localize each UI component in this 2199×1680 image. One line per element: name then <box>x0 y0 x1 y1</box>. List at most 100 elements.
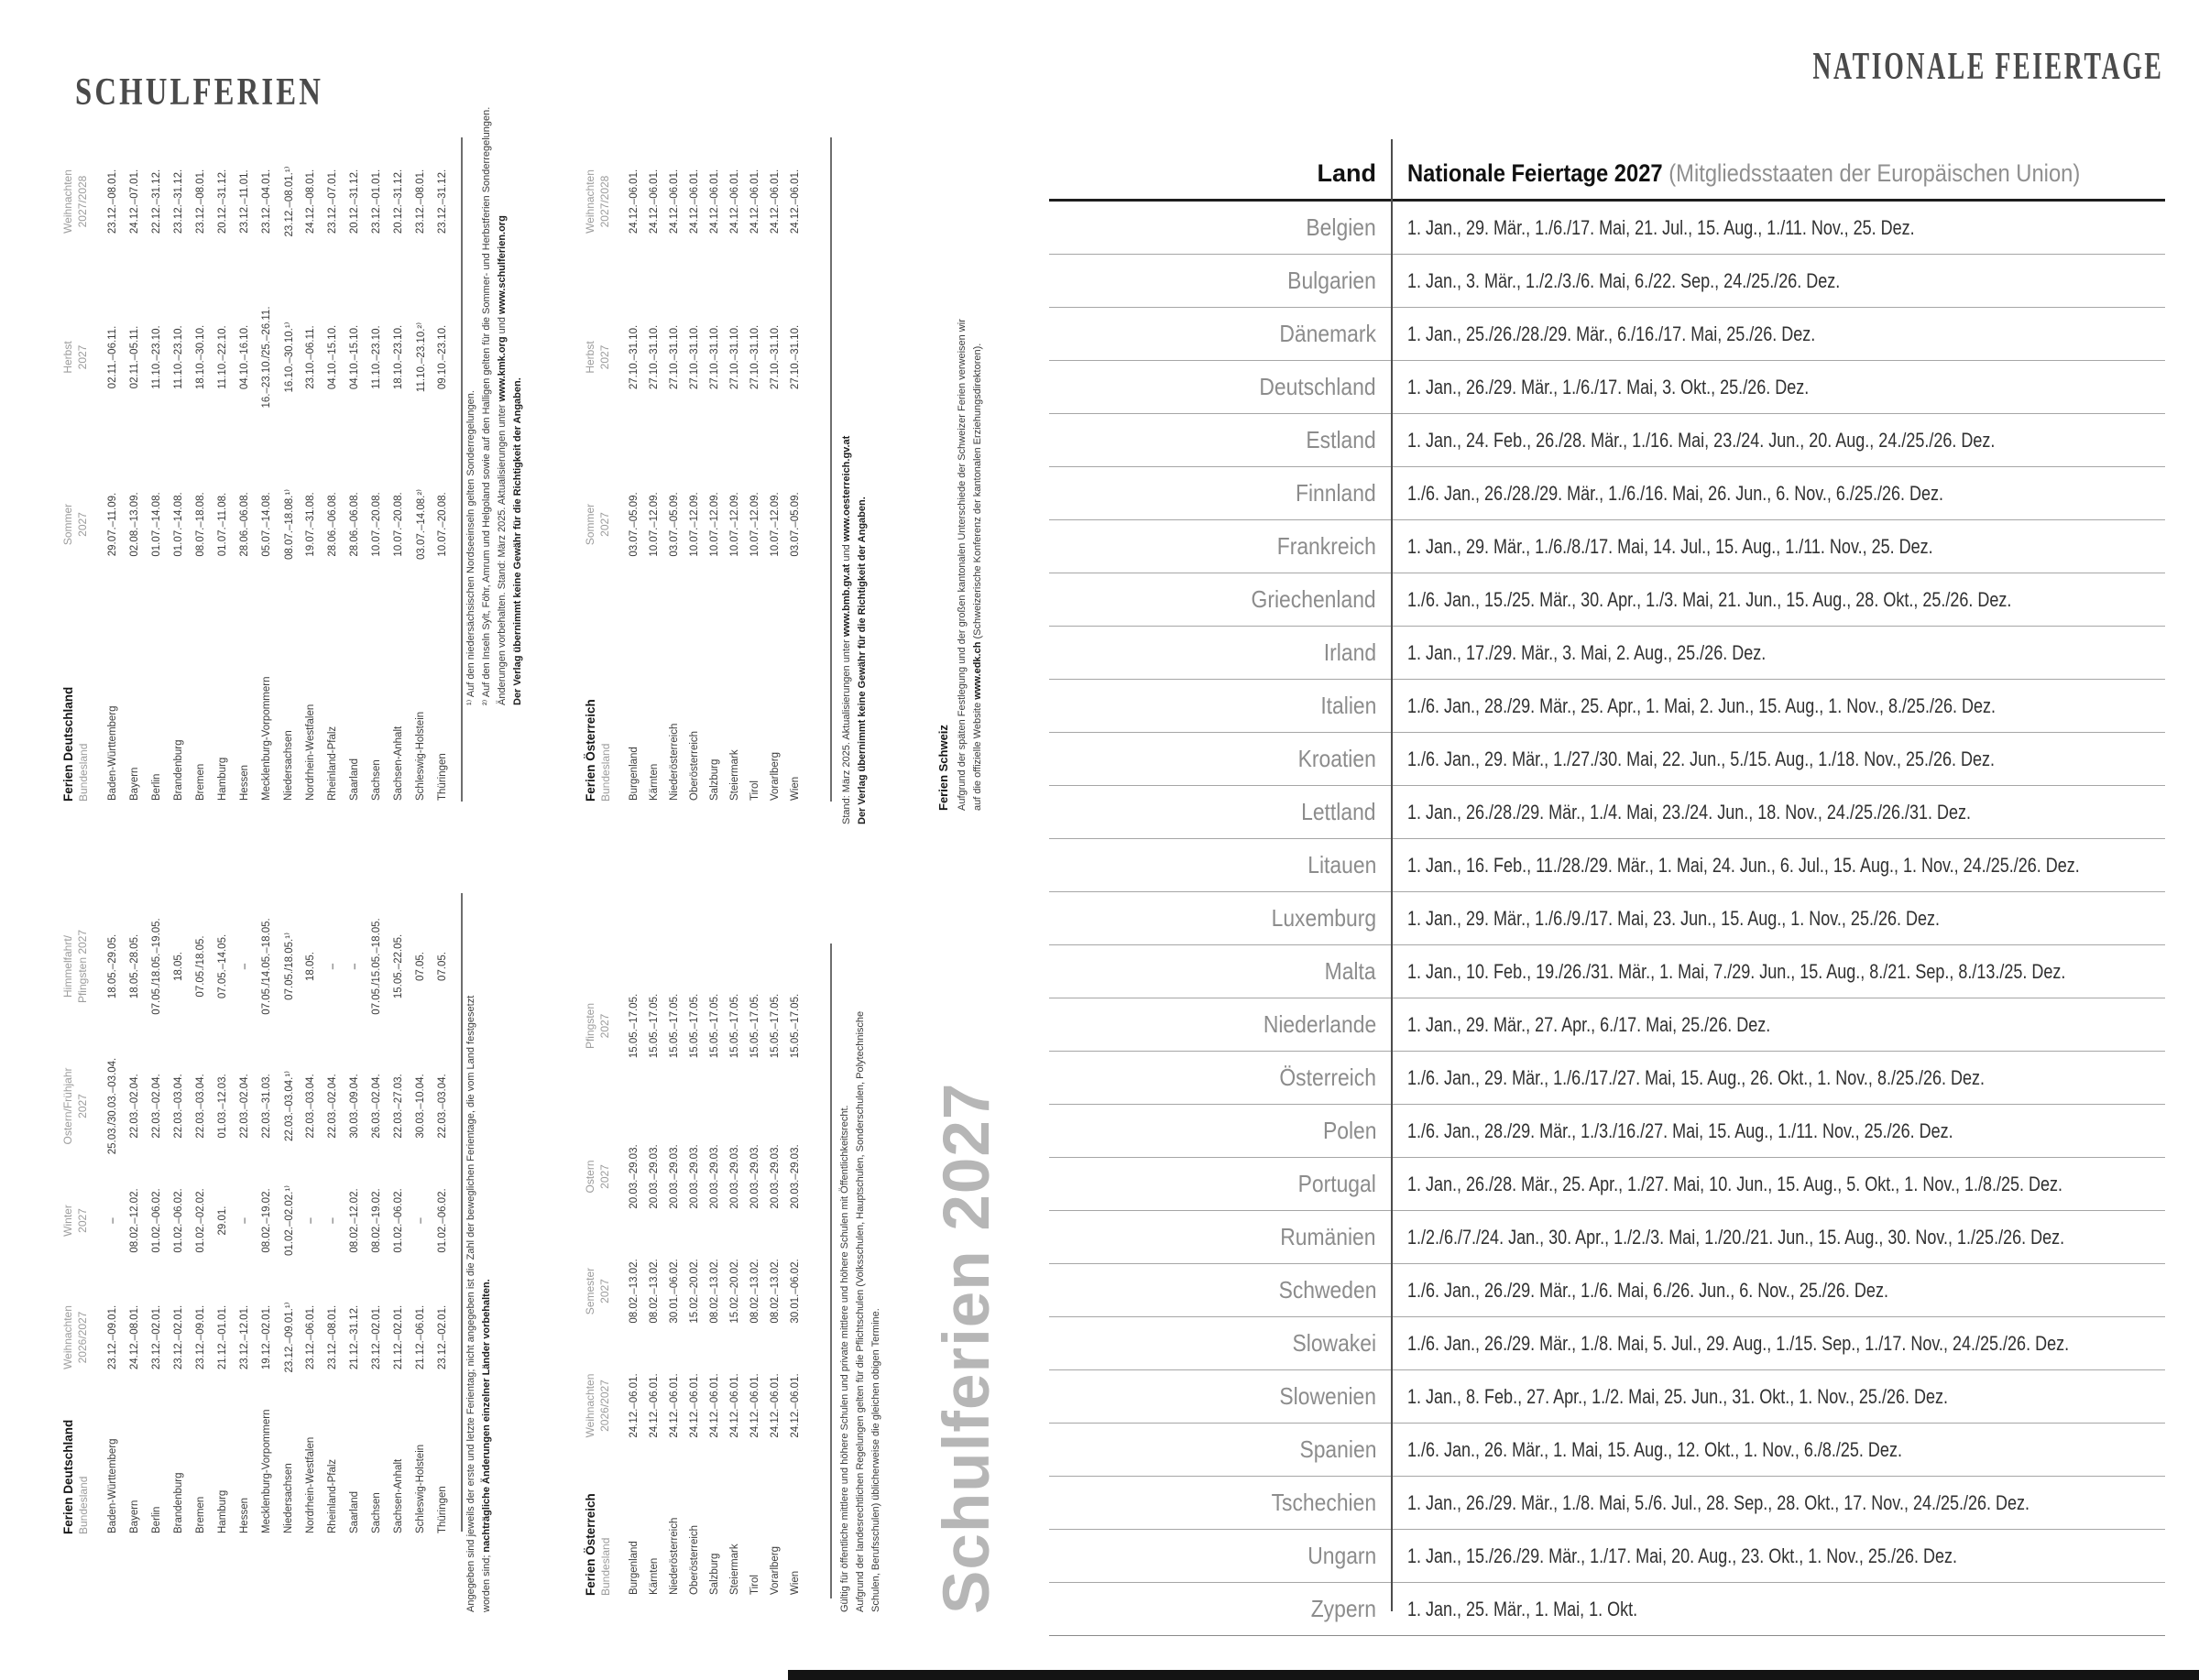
holiday-date-cell: 02.11.–05.11. <box>129 325 140 389</box>
spacer-cell <box>102 609 124 664</box>
state-name: Rheinland-Pfalz <box>327 1458 338 1533</box>
holiday-date-cell: 24.12.–06.01. <box>689 1373 700 1438</box>
state-name: Nordrhein-Westfalen <box>305 1436 316 1533</box>
holiday-date-cell: 05.07.–14.08. <box>261 492 272 557</box>
holiday-date-cell: 10.07.–12.09. <box>689 492 700 557</box>
column-label-line: 2026/2027 <box>598 1380 611 1432</box>
text-segment: und <box>841 541 852 564</box>
country-row: Kroatien 1./6. Jan., 29. Mär., 1./27./30.… <box>1049 733 2165 786</box>
state-name: Niederösterreich <box>669 723 680 801</box>
state-row: Kärnten 10.07.–12.09. 27.10.–31.10. 24.12.–… <box>644 128 664 802</box>
holiday-date-cell: 24.12.–06.01. <box>729 1373 740 1438</box>
holiday-date-cell: 08.02.–19.02. <box>261 1188 272 1253</box>
holiday-date-cell: 23.12.–08.01. <box>415 169 426 235</box>
holiday-dates: 1. Jan., 29. Mär., 1./6./9./17. Mai, 23.… <box>1407 906 1940 930</box>
column-label-line: 2026/2027 <box>76 1311 89 1364</box>
holiday-date-cell: 20.12.–31.12. <box>393 169 404 235</box>
holiday-date-cell: 27.10.–31.10. <box>689 324 700 390</box>
state-row: Saarland 28.06.–06.08. 04.10.–15.10. 20.12.… <box>344 128 366 802</box>
divider-line <box>830 137 832 802</box>
spacer-cell <box>410 609 432 664</box>
state-name: Bayern <box>129 767 140 801</box>
spacer-cell <box>705 1108 725 1119</box>
country-name: Dänemark <box>1279 320 1376 347</box>
holiday-date-cell: 24.12.–06.01. <box>770 1373 781 1438</box>
holiday-date-cell: – <box>107 1217 118 1224</box>
holiday-date-cell: 23.12.–02.01. <box>151 1304 162 1370</box>
holiday-date-cell: 08.07.–18.08.¹⁾ <box>284 489 295 560</box>
state-name: Brandenburg <box>173 739 184 802</box>
spacer-cell <box>102 1040 124 1049</box>
holiday-date-cell: 22.03.–03.04. <box>437 1074 448 1139</box>
holiday-date-cell: 21.12.–01.01. <box>217 1304 228 1370</box>
state-row: Sachsen-Anhalt 21.12.–02.01. 01.02.–06.02.… <box>388 893 410 1534</box>
holiday-date-cell: 10.07.–20.08. <box>437 492 448 557</box>
holiday-date-cell: 18.05. <box>173 952 184 981</box>
holiday-date-cell: 01.03.–12.03. <box>217 1074 228 1139</box>
holiday-date-cell: 01.02.–06.02. <box>151 1188 162 1253</box>
country-row: Belgien 1. Jan., 29. Mär., 1./6./17. Mai,… <box>1049 202 2165 255</box>
state-row: Bremen 23.12.–09.01. 01.02.–02.02. 22.03.–0… <box>190 893 212 1534</box>
country-row: Finnland 1./6. Jan., 26./28./29. Mär., 1.… <box>1049 467 2165 520</box>
column-label-line: 2027/2028 <box>76 175 89 228</box>
state-row: Sachsen 23.12.–02.01. 08.02.–19.02. 26.03.–… <box>366 893 388 1534</box>
holiday-date-cell: 21.12.–31.12. <box>349 1304 360 1370</box>
spacer-cell <box>256 1040 278 1049</box>
state-name: Hamburg <box>217 757 228 801</box>
spacer-cell <box>50 1040 102 1049</box>
country-name-cell: Lettland <box>1049 798 1391 826</box>
holiday-date-cell: 08.02.–13.02. <box>629 1259 640 1324</box>
spacer-cell <box>745 1108 765 1119</box>
divider-line <box>461 137 463 802</box>
holiday-date-cell: 23.12.–11.01. <box>239 169 250 234</box>
holiday-dates: 1./6. Jan., 28./29. Mär., 25. Apr., 1. M… <box>1407 693 1997 717</box>
holiday-date-cell: 23.12.–07.01. <box>327 169 338 235</box>
state-name: Baden-Württemberg <box>107 705 118 801</box>
holiday-dates: 1. Jan., 25. Mär., 1. Mai, 1. Okt. <box>1407 1597 1638 1620</box>
holiday-date-cell: 07.05./14.05.–18.05. <box>261 918 272 1015</box>
spacer-cell <box>168 1040 190 1049</box>
holiday-date-cell: 28.06.–06.08. <box>349 492 360 557</box>
state-row: Berlin 01.07.–14.08. 11.10.–23.10. 22.12.–3… <box>146 128 168 802</box>
holiday-date-cell: 01.02.–06.02. <box>393 1188 404 1253</box>
country-name-cell: Belgien <box>1049 213 1391 242</box>
holiday-date-cell: 22.03.–03.04. <box>173 1074 184 1139</box>
holiday-date-cell: – <box>327 963 338 970</box>
state-name: Berlin <box>151 773 162 801</box>
column-label-line: Winter <box>61 1205 75 1237</box>
table-title: Ferien Deutschland <box>61 686 76 802</box>
holiday-date-cell: 23.12.–08.01. <box>327 1304 338 1370</box>
state-row: Bayern 24.12.–08.01. 08.02.–12.02. 22.03.–0… <box>124 893 146 1534</box>
holiday-dates: 1./6. Jan., 26./29. Mär., 1./6. Mai, 6./… <box>1407 1278 1888 1302</box>
holiday-date-cell: 10.07.–12.09. <box>749 492 760 557</box>
holiday-date-cell: 20.03.–29.03. <box>770 1144 781 1209</box>
spacer-cell <box>168 609 190 664</box>
state-row: Vorarlberg 10.07.–12.09. 27.10.–31.10. 24.1… <box>765 128 785 802</box>
holiday-date-cell: 19.07.–31.08. <box>305 492 316 557</box>
country-name: Rumänien <box>1280 1223 1376 1250</box>
holiday-dates: 1. Jan., 26./28./29. Mär., 1./4. Mai, 23… <box>1407 800 1972 824</box>
footnote-line: Aufgrund der späten Festlegung und der g… <box>955 156 970 811</box>
country-row: Slowenien 1. Jan., 8. Feb., 27. Apr., 1./… <box>1049 1370 2165 1424</box>
divider-line <box>461 893 463 1532</box>
text-segment: Angegeben sind jeweils der erste und let… <box>465 995 476 1612</box>
ferien-table: Ferien Deutschland Bundesland Weihnachten 2… <box>50 893 454 1534</box>
holiday-date-cell: 18.05. <box>305 952 316 981</box>
country-name-cell: Dänemark <box>1049 320 1391 348</box>
spacer-cell <box>432 609 454 664</box>
text-segment: Stand: März 2025. Aktualisierungen unter <box>841 637 852 824</box>
state-name: Tirol <box>749 1575 760 1595</box>
holiday-date-cell: 20.12.–31.12. <box>217 169 228 235</box>
holiday-date-cell: 20.03.–29.03. <box>790 1144 801 1209</box>
country-row: Malta 1. Jan., 10. Feb., 19./26./31. Mär.… <box>1049 945 2165 998</box>
table-title: Ferien Österreich <box>584 1493 598 1596</box>
footnote-line: auf die offizielle Website www.edk.ch (S… <box>970 156 986 811</box>
footnote-line: worden sind; nachträgliche Änderungen ei… <box>479 1012 495 1612</box>
country-name-cell: Malta <box>1049 957 1391 986</box>
holiday-date-cell: 23.12.–12.01. <box>239 1304 250 1370</box>
country-name-cell: Griechenland <box>1049 585 1391 614</box>
column-label-line: Semester <box>584 1267 597 1315</box>
column-label: Sommer 2027 <box>50 440 102 609</box>
country-row: Spanien 1./6. Jan., 26. Mär., 1. Mai, 15.… <box>1049 1424 2165 1477</box>
country-row: Litauen 1. Jan., 16. Feb., 11./28./29. Mä… <box>1049 839 2165 892</box>
